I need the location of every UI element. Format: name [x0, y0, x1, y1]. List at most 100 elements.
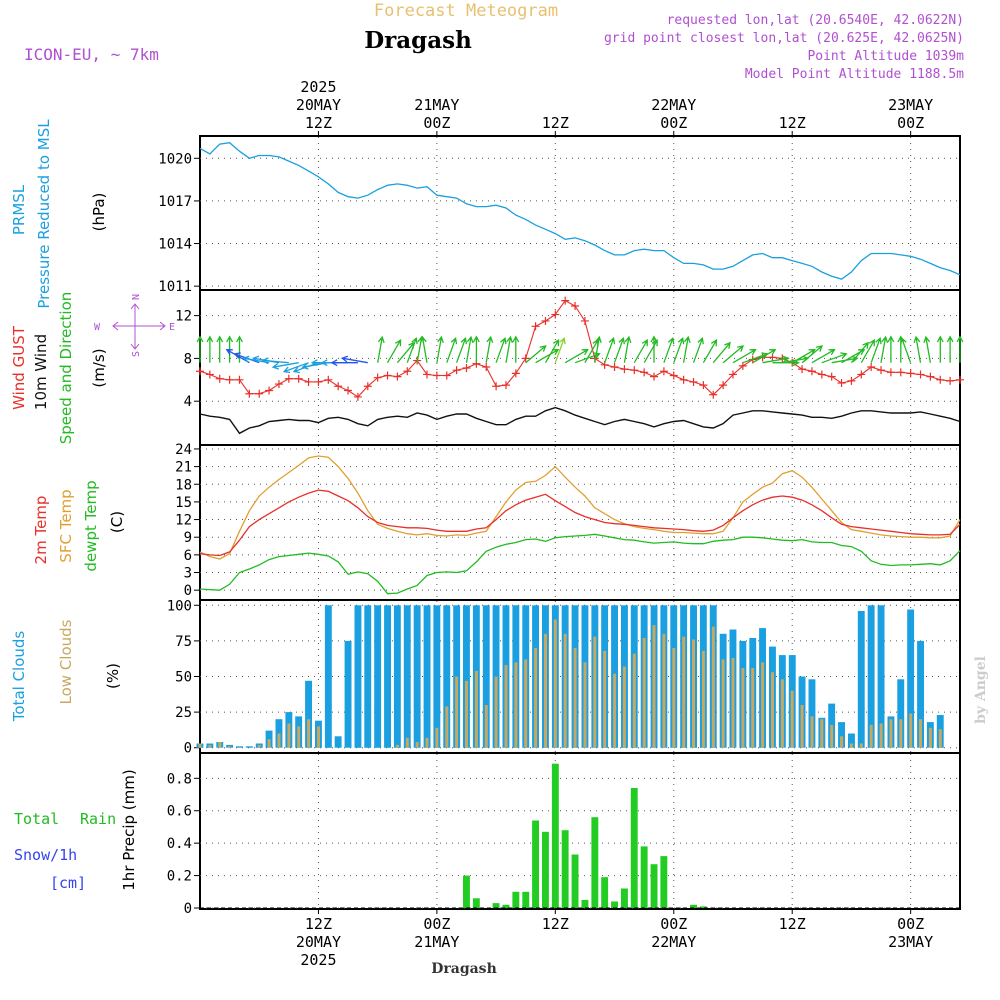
wind-direction-arrow: [712, 341, 731, 364]
total-cloud-bar: [867, 605, 875, 748]
bottom-axis-label: 20MAY: [296, 933, 341, 951]
gust-marker: [936, 375, 945, 384]
total-cloud-bar: [463, 605, 470, 748]
y-tick-label: 0.4: [167, 836, 192, 852]
gust-marker: [689, 377, 698, 386]
total-cloud-bar: [848, 733, 855, 748]
wind-direction-arrow: [455, 337, 468, 363]
y-tick-label: 1017: [158, 194, 192, 210]
wind-direction-arrow: [446, 337, 458, 363]
gust-marker: [620, 365, 629, 374]
gust-marker: [896, 368, 905, 377]
y-tick-label: 0.6: [167, 804, 192, 820]
y-tick-label: 0: [184, 583, 192, 599]
rain-bar: [690, 904, 697, 908]
wind-direction-arrow: [913, 335, 922, 363]
total-cloud-bar: [857, 611, 865, 748]
rain-bar: [581, 899, 589, 908]
low-cloud-bar: [682, 636, 686, 748]
y-tick-label: 75: [175, 634, 192, 650]
gust-marker: [442, 371, 451, 380]
wind-compass: N S W E: [94, 294, 175, 357]
wind-direction-arrow: [650, 335, 658, 363]
low-cloud-bar: [395, 744, 399, 748]
temp-label-dewpt: dewpt Temp: [82, 480, 100, 571]
gust-marker: [571, 301, 580, 310]
total-cloud-bar: [877, 605, 885, 748]
total-cloud-bar: [443, 605, 451, 748]
rain-bar: [472, 898, 480, 908]
cloud-series: [196, 605, 944, 748]
temp-unit: (C): [108, 511, 126, 533]
bottom-axis-label: 12Z: [542, 915, 569, 933]
2m-temp-line: [199, 489, 961, 557]
wind-direction-arrow: [377, 335, 385, 363]
low-cloud-bar: [218, 742, 222, 748]
wind-direction-arrow: [495, 337, 507, 363]
precip-label-snow: Snow/1h: [14, 846, 77, 864]
gust-marker: [640, 368, 649, 377]
y-tick-label: 8: [184, 351, 192, 367]
total-cloud-bar: [907, 609, 915, 748]
gust-marker: [610, 362, 619, 371]
total-cloud-bar: [265, 730, 273, 748]
low-cloud-bar: [830, 724, 834, 748]
rain-bar: [492, 903, 500, 908]
footer-location: Dragash: [431, 961, 497, 977]
wind-direction-arrow: [485, 335, 494, 363]
rain-bar: [522, 891, 530, 908]
wind-unit: (m/s): [90, 348, 108, 387]
low-cloud-bar: [652, 625, 656, 748]
low-cloud-bar: [524, 659, 528, 748]
wind-direction-arrow: [633, 339, 648, 364]
wind-direction-arrow: [623, 335, 632, 363]
rain-bar: [571, 854, 579, 908]
y-tick-label: 1011: [158, 279, 192, 295]
wind-direction-arrow: [811, 349, 836, 364]
low-cloud-bar: [425, 737, 429, 748]
temperature-panel: [199, 444, 961, 601]
low-cloud-bar: [701, 650, 705, 748]
low-cloud-bar: [415, 742, 419, 748]
total-cloud-bar: [482, 605, 490, 748]
gust-marker: [867, 362, 876, 371]
gust-marker: [669, 371, 678, 380]
wind-direction-arrow: [330, 359, 358, 367]
total-cloud-bar: [236, 746, 243, 748]
compass-east: E: [169, 322, 175, 333]
low-cloud-bar: [553, 619, 557, 748]
top-axis-label: 12Z: [542, 114, 569, 132]
pressure-label-msl: Pressure Reduced to MSL: [35, 119, 53, 309]
gust-marker: [383, 371, 392, 380]
temperature-series: [199, 455, 961, 595]
wind-direction-arrow: [752, 349, 777, 364]
top-axis-label: 22MAY: [651, 96, 696, 114]
wind-direction-arrow: [419, 335, 428, 363]
top-axis-label: 00Z: [423, 114, 450, 132]
low-cloud-bar: [593, 636, 597, 748]
y-tick-label: 6: [184, 548, 192, 564]
wind-direction-arrow: [465, 335, 474, 363]
gust-marker: [462, 364, 471, 373]
temp-label-sfc: SFC Temp: [57, 489, 75, 562]
total-cloud-bar: [374, 605, 382, 748]
rain-bar: [502, 904, 510, 908]
rain-bar: [532, 820, 539, 908]
total-cloud-bar: [897, 679, 905, 748]
gust-marker: [423, 370, 432, 379]
rain-bar: [660, 856, 668, 908]
low-cloud-bar: [307, 719, 311, 748]
y-tick-label: 0.8: [167, 771, 192, 787]
y-tick-label: 0: [184, 901, 192, 917]
gust-marker: [630, 366, 639, 375]
gust-marker: [807, 367, 816, 376]
wind-direction-arrow: [340, 355, 368, 364]
top-axis-label: 12Z: [779, 114, 806, 132]
gust-marker: [580, 316, 589, 325]
gust-marker: [393, 372, 402, 381]
total-cloud-bar: [393, 605, 401, 748]
low-cloud-bar: [603, 650, 607, 748]
rain-bar: [561, 830, 569, 908]
wind-direction-arrow: [692, 337, 704, 363]
